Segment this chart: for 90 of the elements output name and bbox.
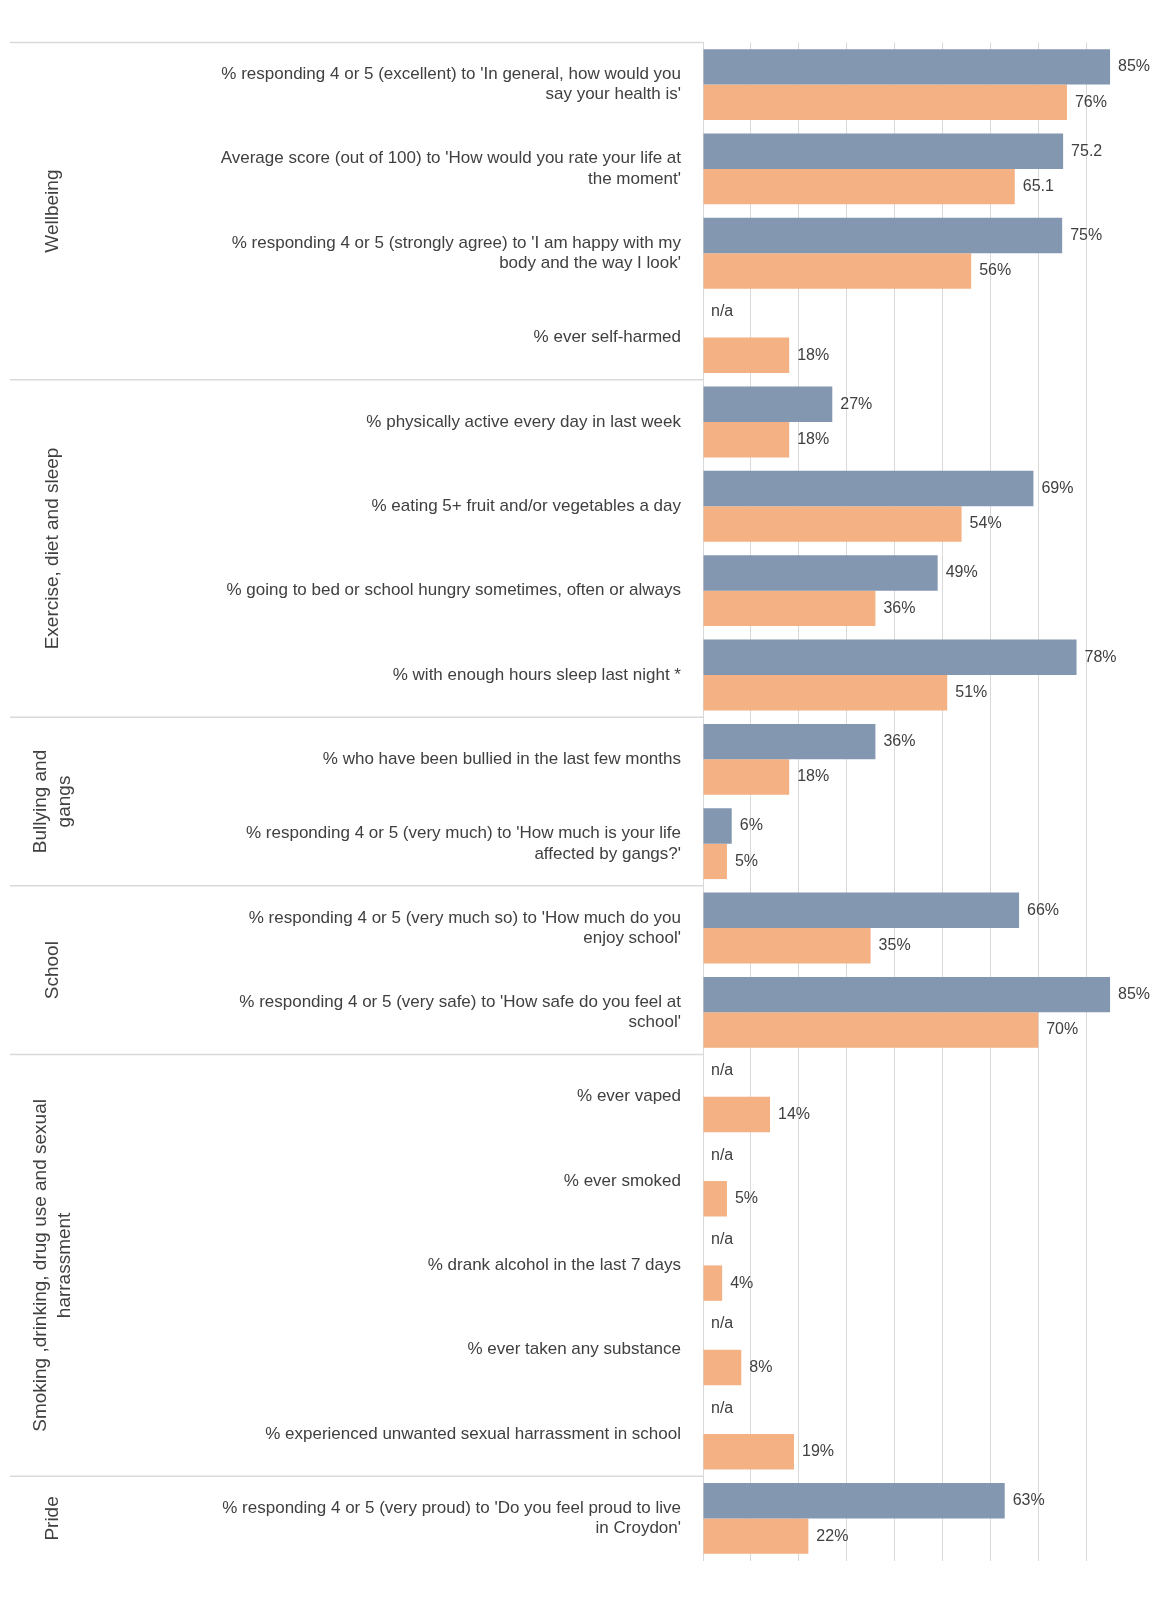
data-label: 22%	[816, 1526, 849, 1544]
text: Wellbeing	[40, 169, 62, 253]
y-tick-label: % ever smoked	[563, 1170, 681, 1190]
data-label: 51%	[955, 683, 988, 701]
bar	[703, 506, 962, 542]
data-label: 36%	[883, 598, 916, 616]
bar	[703, 386, 833, 422]
data-label: 85%	[1118, 985, 1151, 1003]
text: Bullying and gangs	[28, 749, 74, 854]
data-label: 6%	[739, 816, 763, 834]
y-tick-label: % responding 4 or 5 (very much so) to 'How much do you enjoy school'	[248, 907, 681, 947]
bar	[703, 555, 938, 591]
y-tick-label: % ever self-harmed	[533, 327, 681, 347]
bar	[703, 217, 1063, 254]
y-tick-label: % ever taken any substance	[467, 1339, 681, 1359]
bar	[703, 337, 790, 374]
y-tick-label: % responding 4 or 5 (very safe) to 'How safe do you feel at school'	[239, 991, 682, 1032]
y-tick-label: % going to bed or school hungry sometimes, often or always	[226, 580, 681, 600]
bar	[703, 1181, 727, 1217]
y-tick-label: % responding 4 or 5 (excellent) to 'In general, how would you say your health is'	[221, 64, 681, 104]
y-tick-label: % physically active every day in last week	[366, 411, 682, 431]
bar	[703, 1518, 809, 1554]
bar	[703, 1265, 723, 1301]
bar	[703, 49, 1111, 85]
data-label: 85%	[1118, 57, 1151, 75]
data-label: 54%	[969, 514, 1002, 532]
bar	[703, 1096, 771, 1133]
data-label: 69%	[1041, 478, 1074, 496]
bar	[703, 976, 1111, 1013]
data-label: 5%	[734, 1189, 759, 1207]
text: n/a	[711, 1398, 734, 1416]
y-tick-label: % who have been bullied in the last few months	[322, 749, 681, 769]
y-tick-label: % experienced unwanted sexual harrassment in school	[265, 1423, 681, 1443]
y-tick-label: % eating 5+ fruit and/or vegetables a day	[371, 495, 682, 515]
bar	[703, 1349, 742, 1386]
bar	[703, 470, 1034, 507]
text: School	[40, 941, 62, 1000]
text: Smoking ,drinking, drug use and sexual harrassment	[28, 1099, 74, 1432]
data-label: 35%	[878, 936, 911, 954]
data-label: 18%	[797, 767, 830, 785]
data-label: 18%	[797, 345, 830, 363]
text: n/a	[711, 1061, 734, 1079]
data-label: 5%	[734, 851, 759, 869]
data-label: 19%	[801, 1442, 835, 1460]
data-label: 18%	[797, 430, 830, 448]
bar	[703, 759, 790, 795]
data-label: 63%	[1012, 1491, 1045, 1509]
text: n/a	[711, 1314, 734, 1332]
text: Pride	[40, 1496, 62, 1541]
data-label: 49%	[945, 563, 978, 581]
bar	[703, 133, 1064, 169]
bar	[703, 843, 727, 880]
data-label: 70%	[1046, 1020, 1079, 1038]
bar	[703, 1434, 794, 1470]
data-label: 65.1	[1022, 177, 1054, 195]
y-tick-label: % drank alcohol in the last 7 days	[427, 1255, 681, 1275]
y-tick-label: % responding 4 or 5 (very much) to 'How much is your life affected by gangs?'	[245, 823, 681, 863]
data-label: 8%	[749, 1357, 773, 1375]
y-tick-label: % ever vaped	[577, 1086, 681, 1106]
text: n/a	[711, 1145, 734, 1163]
bar	[703, 808, 732, 844]
y-tick-label: % responding 4 or 5 (very proud) to 'Do you feel proud to live in Croydon'	[222, 1497, 681, 1538]
bar	[703, 590, 876, 627]
bar	[703, 421, 790, 458]
y-tick-label: % responding 4 or 5 (strongly agree) to 'I am happy with my body and the way I look'	[231, 232, 682, 273]
data-label: 36%	[883, 732, 916, 750]
data-label: 14%	[778, 1104, 811, 1122]
bar	[703, 1483, 1005, 1519]
text: n/a	[711, 302, 734, 320]
bar	[703, 723, 876, 760]
data-label: 75.2	[1071, 141, 1103, 159]
bar	[703, 928, 871, 964]
y-tick-label: Average score (out of 100) to 'How would you rate your life at the moment'	[220, 148, 682, 188]
bar	[703, 168, 1015, 205]
text: Exercise, diet and sleep	[40, 447, 62, 650]
bar	[703, 674, 948, 711]
y-tick-label: % with enough hours sleep last night *	[392, 664, 682, 684]
data-label: 56%	[979, 261, 1012, 279]
data-label: 27%	[840, 394, 873, 412]
bar	[703, 253, 972, 289]
data-label: 4%	[730, 1273, 754, 1291]
bar	[703, 84, 1067, 120]
data-label: 66%	[1027, 900, 1060, 918]
bar	[703, 639, 1077, 675]
data-label: 75%	[1070, 225, 1103, 243]
bar	[703, 1012, 1039, 1048]
bar	[703, 892, 1020, 929]
text: n/a	[711, 1230, 734, 1248]
data-label: 78%	[1084, 647, 1117, 665]
data-label: 76%	[1074, 92, 1107, 110]
